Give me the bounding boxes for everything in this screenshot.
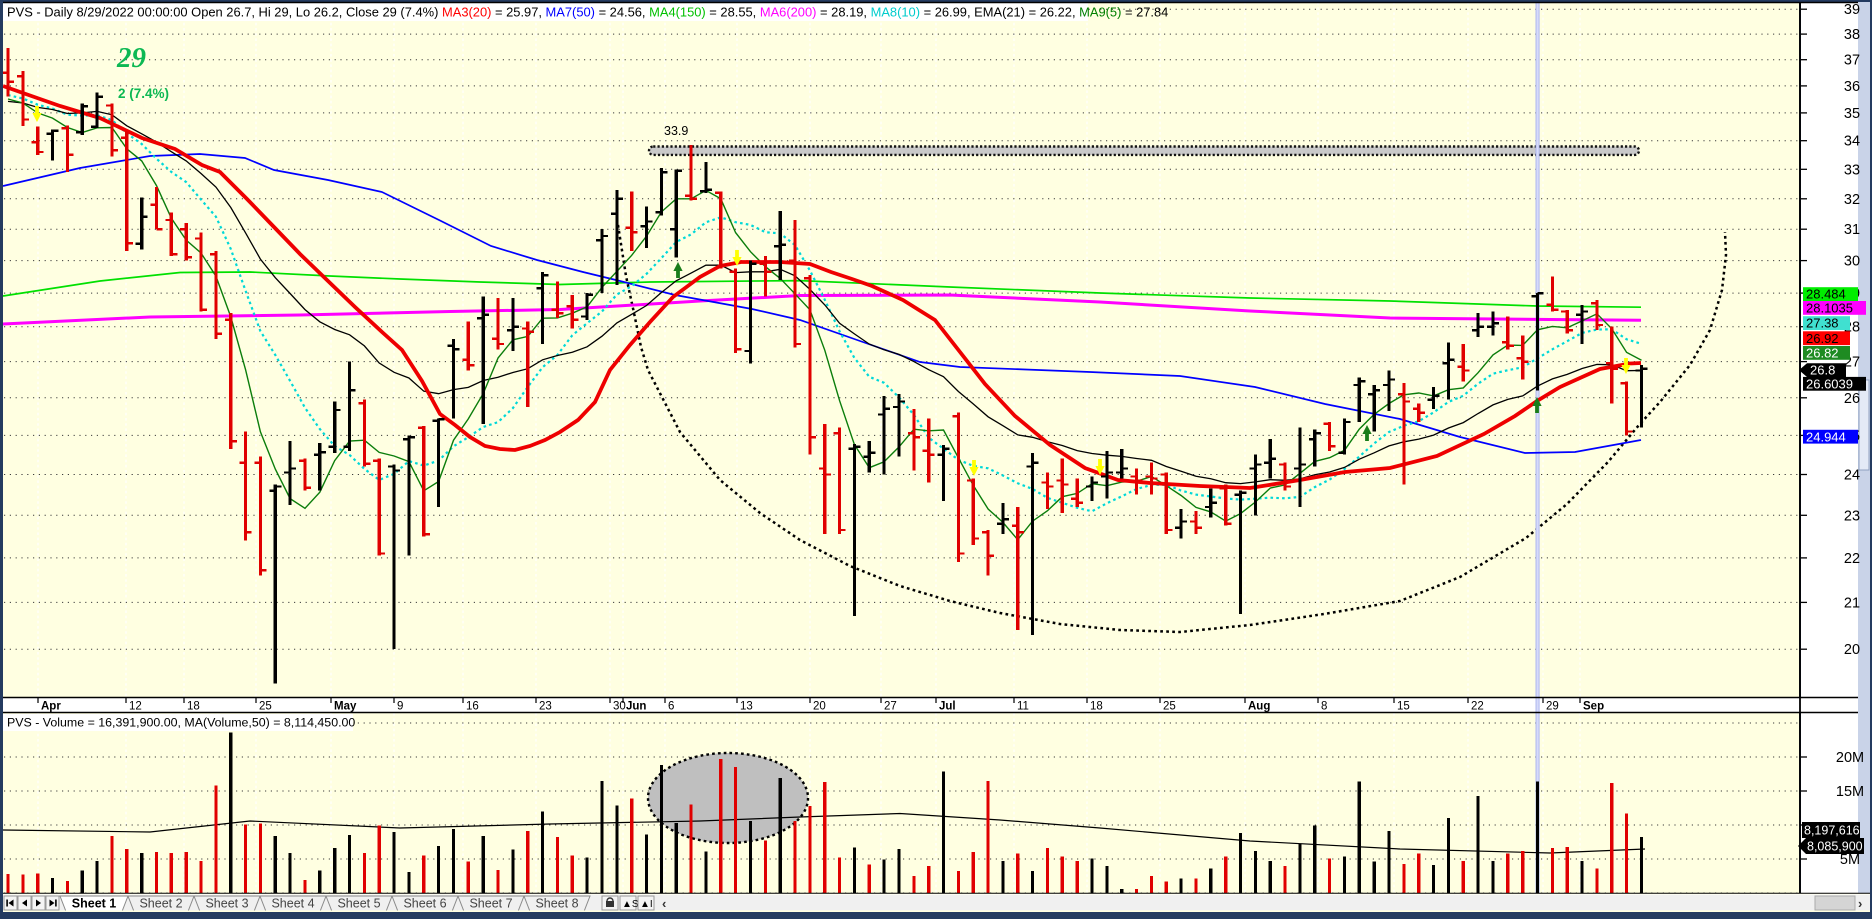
svg-text:26: 26 xyxy=(1844,391,1860,407)
svg-text:2 (7.4%): 2 (7.4%) xyxy=(118,86,169,101)
svg-text:24: 24 xyxy=(1844,468,1860,484)
svg-text:20: 20 xyxy=(813,701,826,713)
svg-text:PVS - Volume = 16,391,900.00,: PVS - Volume = 16,391,900.00, MA(Volume,… xyxy=(7,716,355,730)
svg-text:32: 32 xyxy=(1844,192,1860,208)
svg-text:26.82: 26.82 xyxy=(1806,346,1839,361)
svg-text:30: 30 xyxy=(613,701,626,713)
svg-text:16: 16 xyxy=(466,701,479,713)
svg-text:26.8: 26.8 xyxy=(1810,363,1835,378)
svg-text:22: 22 xyxy=(1844,551,1860,567)
svg-text:Sep: Sep xyxy=(1583,701,1604,713)
svg-text:33.9: 33.9 xyxy=(664,124,688,138)
svg-text:31: 31 xyxy=(1844,222,1860,238)
svg-text:29: 29 xyxy=(116,42,146,74)
svg-text:36: 36 xyxy=(1844,79,1860,95)
svg-text:‹: ‹ xyxy=(662,896,666,911)
svg-text:21: 21 xyxy=(1844,595,1860,611)
svg-text:▲I: ▲I xyxy=(640,899,653,910)
svg-text:Jul: Jul xyxy=(939,701,956,713)
svg-text:Sheet 8: Sheet 8 xyxy=(535,897,578,911)
svg-text:26.92: 26.92 xyxy=(1806,331,1839,346)
svg-text:15: 15 xyxy=(1397,701,1410,713)
svg-text:Sheet 3: Sheet 3 xyxy=(205,897,248,911)
svg-text:PVS - Daily 8/29/2022 00:00:00: PVS - Daily 8/29/2022 00:00:00 Open 26.7… xyxy=(7,5,1168,20)
svg-text:Sheet 4: Sheet 4 xyxy=(271,897,314,911)
svg-text:8,085,900: 8,085,900 xyxy=(1807,840,1863,854)
svg-text:30: 30 xyxy=(1844,254,1860,270)
svg-text:23: 23 xyxy=(539,701,552,713)
svg-text:Sheet 6: Sheet 6 xyxy=(403,897,446,911)
svg-text:39: 39 xyxy=(1844,2,1860,18)
svg-text:25: 25 xyxy=(1163,701,1176,713)
svg-text:27.38: 27.38 xyxy=(1806,316,1839,331)
svg-text:20M: 20M xyxy=(1836,750,1864,766)
svg-text:35: 35 xyxy=(1844,106,1860,122)
svg-text:22: 22 xyxy=(1471,701,1484,713)
svg-text:27: 27 xyxy=(884,701,897,713)
svg-text:9: 9 xyxy=(397,701,403,713)
svg-text:Apr: Apr xyxy=(41,701,61,713)
svg-text:37: 37 xyxy=(1844,53,1860,69)
svg-text:20: 20 xyxy=(1844,642,1860,658)
svg-text:Sheet 7: Sheet 7 xyxy=(469,897,512,911)
svg-text:33: 33 xyxy=(1844,162,1860,178)
svg-text:29: 29 xyxy=(1546,701,1559,713)
svg-text:Jun: Jun xyxy=(626,701,646,713)
svg-text:12: 12 xyxy=(129,701,142,713)
svg-text:18: 18 xyxy=(1090,701,1103,713)
svg-text:25: 25 xyxy=(259,701,272,713)
svg-text:6: 6 xyxy=(668,701,674,713)
svg-text:15M: 15M xyxy=(1836,784,1864,800)
svg-text:13: 13 xyxy=(740,701,753,713)
svg-text:23: 23 xyxy=(1844,508,1860,524)
svg-text:28.1035: 28.1035 xyxy=(1806,301,1853,316)
svg-text:34: 34 xyxy=(1844,134,1860,150)
svg-text:Aug: Aug xyxy=(1248,701,1270,713)
svg-text:▲S: ▲S xyxy=(622,899,639,910)
svg-text:38: 38 xyxy=(1844,27,1860,43)
svg-text:18: 18 xyxy=(187,701,200,713)
svg-text:24.944: 24.944 xyxy=(1806,429,1846,444)
svg-text:Sheet 1: Sheet 1 xyxy=(72,897,117,911)
svg-text:May: May xyxy=(334,701,357,713)
svg-text:5M: 5M xyxy=(1840,852,1860,868)
svg-text:8,197,616: 8,197,616 xyxy=(1804,824,1860,838)
svg-text:Sheet 5: Sheet 5 xyxy=(337,897,380,911)
svg-text:11: 11 xyxy=(1017,701,1029,713)
svg-text:8: 8 xyxy=(1321,701,1327,713)
svg-text:›: › xyxy=(1858,896,1862,911)
svg-text:Sheet 2: Sheet 2 xyxy=(139,897,182,911)
svg-text:26.6039: 26.6039 xyxy=(1806,376,1853,391)
svg-text:28.484: 28.484 xyxy=(1806,287,1846,302)
